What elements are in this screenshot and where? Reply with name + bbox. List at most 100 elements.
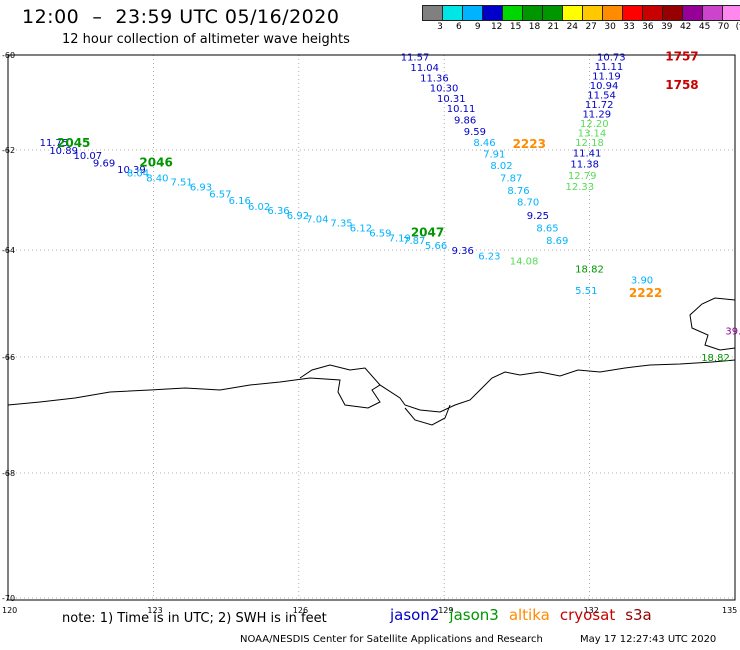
wave-height-value: 3.90 bbox=[631, 275, 653, 286]
wave-height-value: 5.51 bbox=[575, 286, 597, 297]
latitude-label: -66 bbox=[2, 353, 15, 362]
wave-height-value: 7.35 bbox=[330, 219, 352, 230]
revolution-number: 2045 bbox=[57, 136, 90, 150]
wave-height-value: 11.41 bbox=[573, 149, 602, 160]
colorbar-label: 12 bbox=[490, 22, 503, 32]
colorbar-label: 36 bbox=[642, 22, 654, 32]
map-subtitle: 12 hour collection of altimeter wave hei… bbox=[62, 32, 350, 47]
inland-coast-detail bbox=[299, 364, 451, 426]
wave-height-value: 18.82 bbox=[701, 353, 730, 364]
colorbar-label: 45 bbox=[698, 22, 711, 32]
wave-height-value: 8.46 bbox=[473, 138, 495, 149]
wave-height-value: 6.16 bbox=[229, 196, 251, 207]
colorbar-label: 27 bbox=[585, 22, 597, 32]
wave-height-value: 18.82 bbox=[575, 265, 604, 276]
wave-height-colorbar bbox=[422, 5, 740, 21]
wave-height-value: 8.65 bbox=[536, 224, 558, 235]
colorbar-label: 24 bbox=[566, 22, 579, 32]
wave-height-value: 6.36 bbox=[267, 206, 289, 217]
satellite-legend: jason2 jason3 altika cryosat s3a bbox=[390, 606, 662, 624]
wave-height-value: 9.59 bbox=[464, 127, 486, 138]
wave-height-value: 10.31 bbox=[437, 94, 466, 105]
island-coast bbox=[689, 297, 736, 351]
wave-height-value: 10.94 bbox=[590, 81, 619, 92]
wave-height-value: 11.04 bbox=[410, 63, 439, 74]
wave-height-value: 39.69 bbox=[725, 326, 740, 337]
map-frame bbox=[7, 54, 736, 601]
revolution-number: 2222 bbox=[629, 286, 662, 300]
colorbar-label: 70 bbox=[717, 22, 730, 32]
wave-height-value: 8.40 bbox=[146, 174, 168, 185]
colorbar-label: 33 bbox=[623, 22, 635, 32]
wave-height-value: 6.59 bbox=[369, 229, 391, 240]
wave-height-value: 11.36 bbox=[420, 73, 449, 84]
wave-height-value: 9.69 bbox=[93, 159, 115, 170]
wave-height-value: 11.54 bbox=[587, 90, 616, 101]
wave-height-value: 11.38 bbox=[570, 160, 599, 171]
wave-height-value: 11.72 bbox=[585, 100, 614, 111]
wave-height-value: 10.73 bbox=[597, 52, 626, 63]
wave-height-value: 14.08 bbox=[510, 257, 539, 268]
revolution-number: 2046 bbox=[139, 156, 172, 170]
wave-height-value: 9.86 bbox=[454, 116, 476, 127]
footer-timestamp: May 17 12:27:43 UTC 2020 bbox=[580, 634, 717, 645]
wave-height-value: 11.29 bbox=[582, 109, 611, 120]
wave-height-value: 7.91 bbox=[483, 150, 505, 161]
map-title: 12:00 – 23:59 UTC 05/16/2020 bbox=[22, 6, 340, 28]
wave-height-value: 12.18 bbox=[575, 138, 604, 149]
longitude-label: 129 bbox=[438, 606, 453, 615]
wave-height-value: 12.33 bbox=[565, 182, 594, 193]
colorbar-swatch bbox=[722, 5, 740, 21]
wave-height-value: 10.11 bbox=[447, 104, 476, 115]
legend-jason2: jason2 bbox=[390, 606, 440, 624]
colorbar-label: 21 bbox=[547, 22, 560, 32]
latitude-label: -68 bbox=[2, 469, 15, 478]
colorbar-label: 9 bbox=[474, 22, 481, 32]
colorbar-label: 18 bbox=[528, 22, 541, 32]
wave-height-value: 7.87 bbox=[500, 174, 522, 185]
revolution-number: 2047 bbox=[411, 226, 444, 240]
longitude-label: 132 bbox=[584, 606, 599, 615]
longitude-label: 135 bbox=[722, 606, 737, 615]
wave-height-value: 10.39 bbox=[117, 165, 146, 176]
footer-credit: NOAA/NESDIS Center for Satellite Applica… bbox=[240, 634, 543, 645]
longitude-label: 126 bbox=[293, 606, 308, 615]
wave-height-value: 9.25 bbox=[527, 211, 549, 222]
colorbar-label: 6 bbox=[456, 22, 462, 32]
legend-cryosat: cryosat bbox=[559, 606, 616, 624]
wave-height-value: 7.51 bbox=[170, 178, 192, 189]
wave-height-value: 10.07 bbox=[74, 151, 103, 162]
wave-height-value: 6.23 bbox=[478, 251, 500, 262]
orbit-revolution-labels: 2045 2046 2047 2223 2222 1757 1758 bbox=[57, 49, 699, 299]
latitude-label: -62 bbox=[2, 146, 15, 155]
legend-altika: altika bbox=[508, 606, 550, 624]
units-note: note: 1) Time is in UTC; 2) SWH is in fe… bbox=[62, 611, 327, 626]
colorbar-label: 39 bbox=[661, 22, 673, 32]
wave-height-value: 11.75 bbox=[40, 138, 69, 149]
colorbar-label: 3 bbox=[437, 22, 443, 32]
wave-height-value: 6.92 bbox=[287, 211, 309, 222]
axis-tick-labels: -60 -62 -64 -66 -68 -70 120 123 126 129 132 135 bbox=[2, 51, 737, 615]
antarctic-coastline bbox=[7, 359, 736, 413]
wave-height-value: 12.79 bbox=[568, 171, 597, 182]
wave-height-value: 11.11 bbox=[595, 62, 624, 73]
longitude-label: 120 bbox=[2, 606, 17, 615]
latitude-label: -64 bbox=[2, 246, 15, 255]
wave-height-value: 7.19 bbox=[389, 234, 411, 245]
wave-height-value: 6.57 bbox=[209, 190, 231, 201]
revolution-number: 1757 bbox=[665, 49, 698, 63]
revolution-number: 1758 bbox=[665, 78, 698, 92]
wave-height-value: 6.93 bbox=[190, 183, 212, 194]
wave-height-value: 6.02 bbox=[248, 202, 270, 213]
wave-height-value: 8.04 bbox=[127, 169, 149, 180]
wave-height-value: 10.89 bbox=[49, 146, 78, 157]
longitude-label: 123 bbox=[147, 606, 162, 615]
wave-height-value: 7.04 bbox=[306, 215, 328, 226]
wave-height-value: 8.02 bbox=[490, 161, 512, 172]
wave-height-value: 13.14 bbox=[578, 128, 607, 139]
legend-jason3: jason3 bbox=[449, 606, 499, 624]
wave-height-value: 11.19 bbox=[592, 71, 621, 82]
